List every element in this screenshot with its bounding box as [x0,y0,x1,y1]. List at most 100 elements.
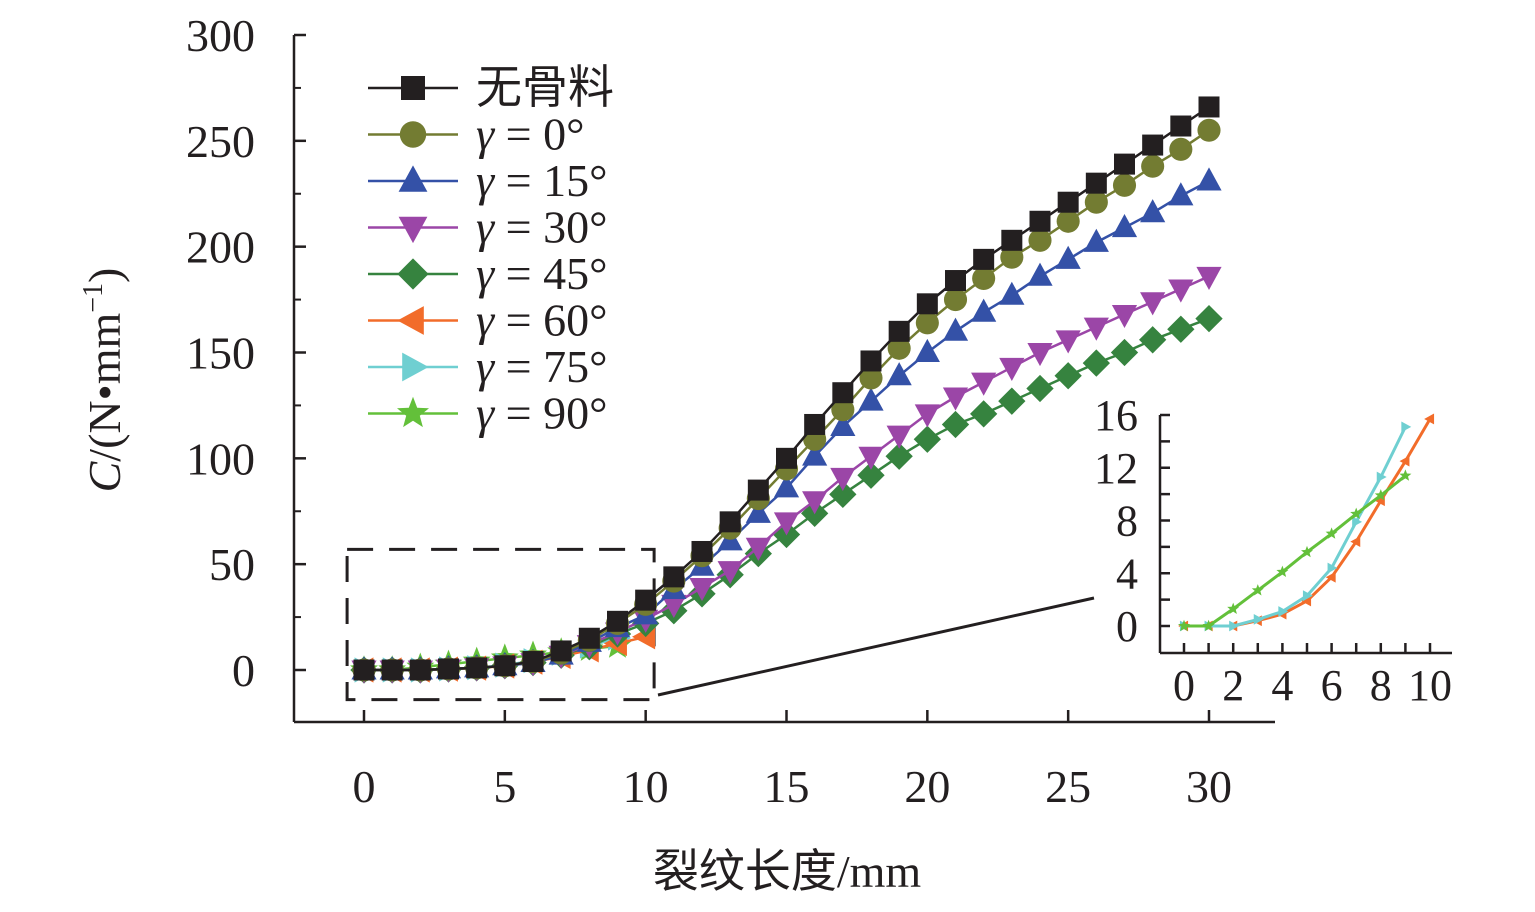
inset-series-triangle-right [1179,421,1412,632]
marker-triangle-right [1229,620,1240,632]
marker-square [1057,191,1079,213]
marker-triangle-left [397,306,424,335]
marker-square [1001,229,1023,251]
marker-triangle-down [942,387,969,411]
marker-triangle-down [971,372,997,396]
legend-label: γ = 15° [476,155,607,206]
marker-triangle-right [1302,590,1313,602]
marker-triangle-down [661,594,687,619]
legend-gamma: γ [476,295,496,346]
y-tick-label: 200 [186,222,255,273]
marker-diamond [829,480,857,508]
marker-triangle-up [745,499,771,523]
marker-triangle-left [1325,571,1336,583]
marker-triangle-up [914,338,940,362]
marker-circle [1141,154,1165,178]
marker-diamond [970,400,998,428]
marker-diamond [1167,315,1195,343]
marker-triangle-left [1350,536,1361,547]
marker-square [860,350,882,372]
y-tick-label: 100 [186,433,255,484]
legend-angle: = 60° [494,295,607,346]
y-tick-label: 250 [186,116,255,167]
marker-triangle-down [1055,330,1081,354]
marker-diamond [1139,326,1167,354]
legend-gamma: γ [476,248,496,299]
inset-x-tick-label: 2 [1222,661,1244,710]
marker-square [381,659,403,681]
legend-label: γ = 45° [476,248,607,299]
marker-circle [1112,173,1137,197]
marker-triangle-down [1111,304,1138,329]
marker-square [409,659,431,681]
marker-circle [831,398,855,422]
marker-triangle-down [1140,292,1166,316]
marker-triangle-down [802,491,828,515]
x-tick-label: 15 [764,761,810,812]
marker-triangle-right [1352,516,1363,528]
marker-circle [399,121,427,148]
marker-diamond [913,425,941,453]
marker-diamond [998,387,1026,415]
marker-square [1170,115,1192,137]
marker-square [973,248,995,270]
marker-square [1142,134,1164,156]
legend-label: γ = 60° [476,295,607,346]
marker-square [776,447,797,469]
x-tick-label: 25 [1045,761,1091,812]
legend-label: γ = 30° [476,202,607,253]
marker-triangle-left [1301,595,1312,607]
marker-square [804,413,826,435]
marker-triangle-left [1424,413,1435,425]
marker-circle [972,266,996,290]
marker-square [522,651,544,673]
marker-triangle-down [914,404,940,428]
inset-x-tick-label: 10 [1408,661,1452,710]
main-series [350,96,1223,684]
legend-label: γ = 90° [476,388,607,439]
marker-triangle-up [942,317,969,341]
marker-square [466,657,488,679]
legend-angle: = 30° [494,202,607,253]
inset-y-tick-label: 12 [1094,444,1138,493]
y-tick-label: 0 [232,645,255,696]
marker-triangle-up [1083,228,1109,252]
y-axis-label-symbol: C [79,460,130,492]
marker-triangle-up [1140,199,1166,223]
marker-square [832,382,854,404]
y-axis-label-exponent: −1 [78,283,109,313]
marker-triangle-up [1196,167,1222,191]
inset-series-star [1178,469,1412,632]
marker-triangle-right [402,352,429,382]
marker-diamond [857,461,885,489]
marker-diamond [1026,374,1054,403]
marker-triangle-up [830,412,856,437]
marker-square [719,511,741,533]
marker-circle [1000,245,1024,269]
marker-triangle-up [858,387,884,411]
x-axis-label: 裂纹长度/mm [653,846,922,897]
marker-diamond [885,442,913,470]
marker-diamond [397,258,429,290]
marker-square [401,76,425,100]
marker-square [635,589,657,611]
marker-triangle-down [1027,343,1053,367]
marker-triangle-up [773,474,800,498]
inset-y-tick-label: 16 [1094,391,1138,440]
marker-triangle-up [999,281,1025,305]
inset-y-tick-label: 0 [1116,602,1138,651]
legend-entry: γ = 45° [368,248,607,299]
inset-x-tick-label: 8 [1370,661,1392,710]
marker-square [1198,96,1220,118]
marker-triangle-down [886,425,912,449]
marker-triangle-right [1376,471,1387,483]
zoom-connector-line [657,596,1095,697]
legend-angle: = 45° [494,248,607,299]
marker-triangle-down [717,561,743,585]
marker-star [397,396,429,428]
inset-y-tick-label: 8 [1116,497,1138,546]
marker-square [916,293,938,315]
marker-triangle-down [398,216,428,244]
marker-triangle-up [398,165,428,192]
legend-gamma: γ [476,388,496,439]
